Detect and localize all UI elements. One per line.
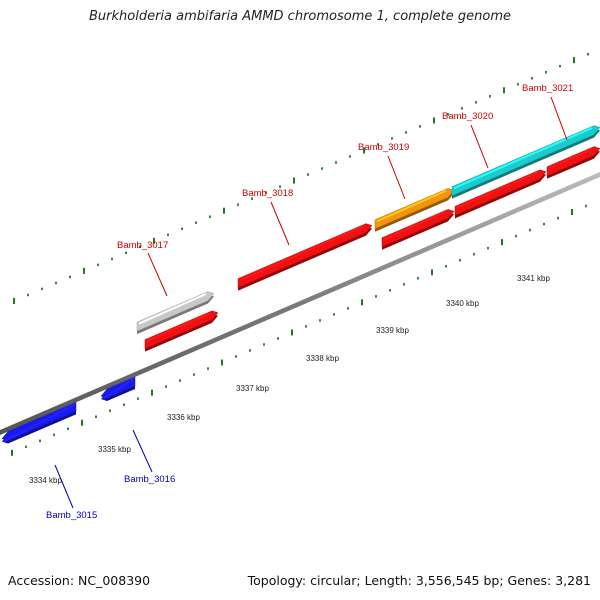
gene-label: Bamb_3021 [522,83,573,94]
scale-label: 3339 kbp [376,326,409,335]
gene-label: Bamb_3018 [242,188,293,199]
gene-bamb-3015[interactable] [1,401,77,441]
gene-label: Bamb_3015 [46,510,97,521]
gene-bamb-3020[interactable] [451,125,600,197]
accession-text: Accession: NC_008390 [8,573,151,588]
orf-feature[interactable] [454,169,547,216]
gene-label-leader [550,96,568,141]
gene-bamb-3020-highlight [453,127,593,190]
map-title: Burkholderia ambifaria AMMD chromosome 1… [88,9,512,24]
gene-bamb-3016-highlight [102,378,134,400]
orf-feature-highlight [146,312,211,343]
gene-label-leader [470,124,489,169]
gene-bamb-3015-highlight [3,403,75,443]
gene-label: Bamb_3016 [124,474,175,485]
scale-label: 3340 kbp [446,299,479,308]
orf-feature-highlight [383,210,447,241]
gene-bamb-3018[interactable] [237,223,373,289]
gene-labels: Bamb_3015 Bamb_3016 Bamb_3017 Bamb_3018 Bamb… [46,83,573,521]
scale-label: 3341 kbp [517,274,550,283]
gene-features [1,125,600,444]
backbone-line [0,172,600,435]
scale-labels: 3334 kbp 3335 kbp 3336 kbp 3337 kbp 3338 kbp… [29,274,550,485]
gene-bamb-3017-highlight [138,293,207,325]
gene-label: Bamb_3017 [117,240,168,251]
gene-label: Bamb_3019 [358,142,409,153]
gene-label-leader [54,464,74,509]
scale-label: 3334 kbp [29,476,62,485]
gene-bamb-3018-highlight [239,225,365,282]
gene-label-leader [387,155,406,200]
gene-bamb-3017[interactable] [136,291,215,332]
scale-label: 3335 kbp [98,445,131,454]
gene-label-leader [270,201,290,246]
gene-label-leader [147,252,168,297]
chromosome-backbone [0,172,600,435]
upper-tick-marks [13,52,589,304]
gene-bamb-3019[interactable] [374,188,455,230]
scale-label: 3336 kbp [167,413,200,422]
scale-tick-marks [11,204,587,456]
gene-bamb-3019-highlight [376,189,447,223]
orf-feature-highlight [456,171,539,209]
orf-feature[interactable] [546,146,600,177]
orf-feature[interactable] [144,310,219,350]
scale-label: 3338 kbp [306,354,339,363]
orf-feature-highlight [548,148,593,170]
scale-label: 3337 kbp [236,384,269,393]
gene-label-leader [132,429,153,473]
topology-text: Topology: circular; Length: 3,556,545 bp… [247,573,591,588]
gene-label: Bamb_3020 [442,111,493,122]
orf-feature[interactable] [381,209,455,248]
